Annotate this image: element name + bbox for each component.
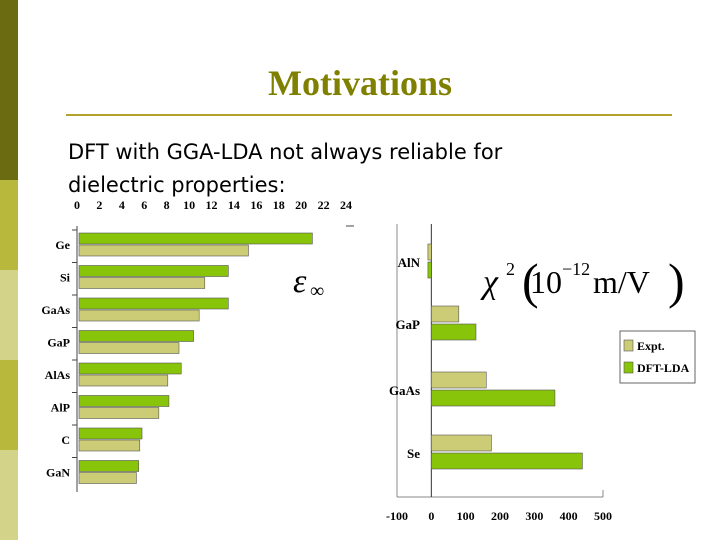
bar-dft	[431, 452, 583, 470]
chi-symbol: χ	[480, 264, 499, 301]
bar-expt	[78, 309, 200, 322]
category-label: GaN	[46, 466, 70, 480]
bar-expt	[431, 371, 487, 389]
x-tick-label: 0	[74, 198, 80, 212]
legend-swatch-expt	[623, 339, 634, 352]
x-tick-label: 500	[594, 509, 612, 523]
x-tick-label: 22	[318, 198, 330, 212]
legend-label-dft: DFT-LDA	[637, 361, 690, 375]
x-tick-label: 20	[295, 198, 307, 212]
category-label: GaP	[395, 317, 420, 332]
x-tick-label: 16	[250, 198, 262, 212]
x-tick-label: 100	[457, 509, 475, 523]
epsilon-symbol: ε	[293, 263, 307, 300]
x-tick-label: 200	[491, 509, 509, 523]
title-underline	[66, 114, 672, 116]
slide-body-text: DFT with GGA-LDA not always reliable for…	[68, 136, 628, 202]
bar-expt	[78, 472, 137, 484]
category-label: C	[61, 433, 70, 447]
x-tick-label: 8	[164, 198, 170, 212]
right-paren: )	[668, 253, 685, 309]
bar-dft	[78, 297, 229, 310]
x-tick-label: 14	[228, 198, 240, 212]
sidebar-segment-2	[0, 180, 18, 270]
bar-dft	[78, 362, 182, 375]
bar-dft	[431, 323, 477, 341]
bar-dft	[78, 460, 139, 472]
category-label: Ge	[55, 238, 70, 252]
category-label: Se	[407, 446, 420, 461]
sidebar-segment-5	[0, 450, 18, 540]
bar-expt	[431, 305, 460, 323]
legend-swatch-dft	[623, 361, 634, 374]
legend-box	[619, 330, 696, 384]
infinity-subscript: ∞	[310, 280, 324, 302]
bar-dft	[78, 232, 313, 245]
x-tick-label: 300	[525, 509, 543, 523]
bar-expt	[78, 342, 180, 354]
bar-expt	[78, 374, 169, 387]
sidebar-segment-4	[0, 360, 18, 450]
unit-mantissa: 10	[530, 264, 562, 300]
x-tick-label: 400	[560, 509, 578, 523]
bar-expt	[78, 439, 141, 452]
slide-sidebar	[0, 0, 18, 540]
category-label: GaAs	[389, 383, 420, 398]
category-label: Si	[60, 271, 71, 285]
x-tick-label: -100	[386, 509, 408, 523]
bar-expt	[78, 277, 206, 289]
legend-label-expt: Expt.	[637, 339, 665, 353]
x-tick-label: 4	[119, 198, 125, 212]
slide-title: Motivations	[268, 63, 452, 103]
x-tick-label: 2	[96, 198, 102, 212]
bar-dft	[431, 389, 556, 407]
bar-expt	[427, 243, 432, 261]
category-label: AlN	[398, 255, 421, 270]
bar-expt	[78, 407, 160, 419]
x-tick-label: 0	[428, 509, 434, 523]
x-tick-label: 24	[340, 198, 352, 212]
x-tick-label: 10	[183, 198, 195, 212]
chi-superscript: 2	[506, 259, 515, 279]
unit-exponent: −12	[562, 259, 590, 279]
body-line-1: DFT with GGA-LDA not always reliable for	[68, 140, 503, 164]
body-line-2: dielectric properties:	[68, 173, 286, 197]
x-tick-label: 18	[273, 198, 285, 212]
bar-dft	[78, 395, 170, 407]
bar-expt	[78, 244, 249, 257]
x-tick-label: 12	[206, 198, 218, 212]
category-label: GaP	[47, 336, 70, 350]
left-paren: (	[522, 253, 539, 309]
category-label: AlP	[51, 401, 70, 415]
bar-dft	[427, 261, 432, 279]
unit-suffix: m/V	[593, 264, 650, 300]
category-label: AlAs	[45, 368, 71, 382]
bar-expt	[431, 434, 492, 452]
bar-dft	[78, 330, 194, 342]
bar-dft	[78, 265, 229, 277]
x-tick-label: 6	[141, 198, 147, 212]
sidebar-segment-1	[0, 0, 18, 180]
sidebar-segment-3	[0, 270, 18, 360]
bar-dft	[78, 427, 143, 440]
category-label: GaAs	[41, 303, 70, 317]
